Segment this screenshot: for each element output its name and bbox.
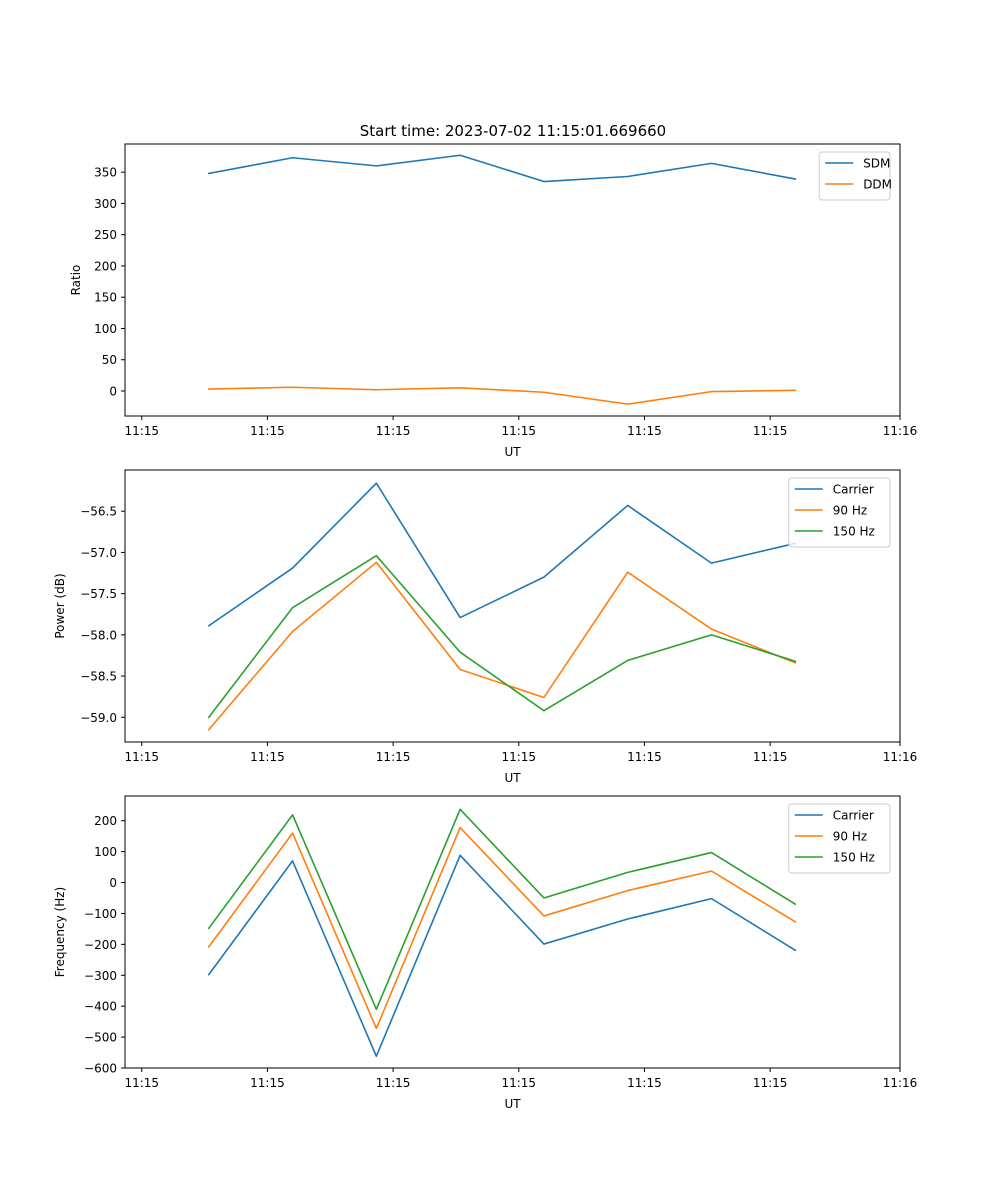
- y-tick-label: −500: [84, 1031, 117, 1045]
- x-axis-label: UT: [504, 445, 521, 459]
- y-tick-label: 0: [109, 876, 117, 890]
- figure-title: Start time: 2023-07-02 11:15:01.669660: [360, 122, 666, 140]
- y-tick-label: 100: [94, 322, 117, 336]
- x-tick-label: 11:15: [627, 750, 662, 764]
- chart-panel-2: 11:15 11:15 11:15 11:15 11:15 11:15 11:16 −59.0…: [53, 469, 918, 785]
- axes-frame: [124, 469, 901, 743]
- y-tick-label: 0: [109, 384, 117, 398]
- y-tick-label: −300: [84, 969, 117, 983]
- legend-label: DDM: [863, 178, 892, 192]
- y-axis-label: Ratio: [69, 265, 83, 296]
- x-tick-label: 11:15: [501, 1076, 536, 1090]
- x-tick-label: 11:15: [753, 424, 788, 438]
- y-tick-label: −56.5: [80, 505, 117, 519]
- y-tick-label: −57.0: [80, 546, 117, 560]
- series-line-sdm: [207, 154, 797, 183]
- x-tick-label: 11:15: [501, 424, 536, 438]
- chart-panel-1: 11:15 11:15 11:15 11:15 11:15 11:15 11:16 0 50 10…: [69, 143, 918, 459]
- legend: SDM DDM: [818, 151, 892, 201]
- y-tick-label: 150: [94, 291, 117, 305]
- axes-frame: [124, 795, 901, 1069]
- series-line-150-hz: [207, 808, 797, 1011]
- legend-label: SDM: [863, 157, 890, 171]
- legend-box: [788, 803, 891, 874]
- y-tick-label: 350: [94, 166, 117, 180]
- legend-box: [788, 477, 891, 548]
- series-line-90-hz: [207, 826, 797, 1030]
- y-tick-label: 200: [94, 259, 117, 273]
- legend-label: 150 Hz: [833, 525, 875, 539]
- x-tick-label: 11:15: [124, 750, 159, 764]
- legend-box: [818, 151, 891, 201]
- legend-label: Carrier: [833, 809, 874, 823]
- legend-label: Carrier: [833, 483, 874, 497]
- x-axis-label: UT: [504, 1097, 521, 1111]
- legend-label: 150 Hz: [833, 851, 875, 865]
- x-tick-label: 11:15: [627, 1076, 662, 1090]
- x-tick-label: 11:15: [376, 750, 411, 764]
- x-tick-label: 11:15: [124, 424, 159, 438]
- x-tick-label: 11:15: [250, 1076, 285, 1090]
- x-tick-label: 11:15: [753, 750, 788, 764]
- y-tick-label: 300: [94, 197, 117, 211]
- y-tick-label: −57.5: [80, 587, 117, 601]
- y-tick-label: 50: [102, 353, 117, 367]
- x-tick-label: 11:16: [883, 750, 918, 764]
- x-tick-label: 11:15: [753, 1076, 788, 1090]
- x-tick-label: 11:15: [250, 750, 285, 764]
- chart-panel-3: 11:15 11:15 11:15 11:15 11:15 11:15 11:16 −600 −…: [53, 795, 918, 1111]
- series-line-90-hz: [207, 561, 797, 731]
- series-line-carrier: [207, 482, 797, 627]
- series-line-ddm: [207, 386, 797, 405]
- x-tick-label: 11:15: [627, 424, 662, 438]
- y-tick-label: −400: [84, 1000, 117, 1014]
- y-tick-label: −59.0: [80, 711, 117, 725]
- x-tick-label: 11:16: [883, 1076, 918, 1090]
- x-tick-label: 11:15: [376, 1076, 411, 1090]
- series-line-150-hz: [207, 554, 797, 719]
- legend-label: 90 Hz: [833, 830, 867, 844]
- x-tick-label: 11:15: [376, 424, 411, 438]
- series-line-carrier: [207, 854, 797, 1058]
- x-tick-label: 11:15: [501, 750, 536, 764]
- y-tick-label: −100: [84, 907, 117, 921]
- y-tick-label: 100: [94, 845, 117, 859]
- axes-frame: [124, 143, 901, 417]
- x-axis-label: UT: [504, 771, 521, 785]
- x-tick-label: 11:15: [124, 1076, 159, 1090]
- y-tick-label: −58.5: [80, 670, 117, 684]
- legend-label: 90 Hz: [833, 504, 867, 518]
- y-tick-label: 200: [94, 814, 117, 828]
- y-tick-label: 250: [94, 228, 117, 242]
- x-tick-label: 11:16: [883, 424, 918, 438]
- y-axis-label: Frequency (Hz): [53, 887, 67, 978]
- y-tick-label: −600: [84, 1062, 117, 1076]
- x-tick-label: 11:15: [250, 424, 285, 438]
- y-tick-label: −58.0: [80, 628, 117, 642]
- y-tick-label: −200: [84, 938, 117, 952]
- chart-panels: 11:15 11:15 11:15 11:15 11:15 11:15 11:16 0 50 10…: [53, 143, 918, 1111]
- y-axis-label: Power (dB): [53, 573, 67, 638]
- legend: Carrier 90 Hz 150 Hz: [788, 803, 891, 874]
- legend: Carrier 90 Hz 150 Hz: [788, 477, 891, 548]
